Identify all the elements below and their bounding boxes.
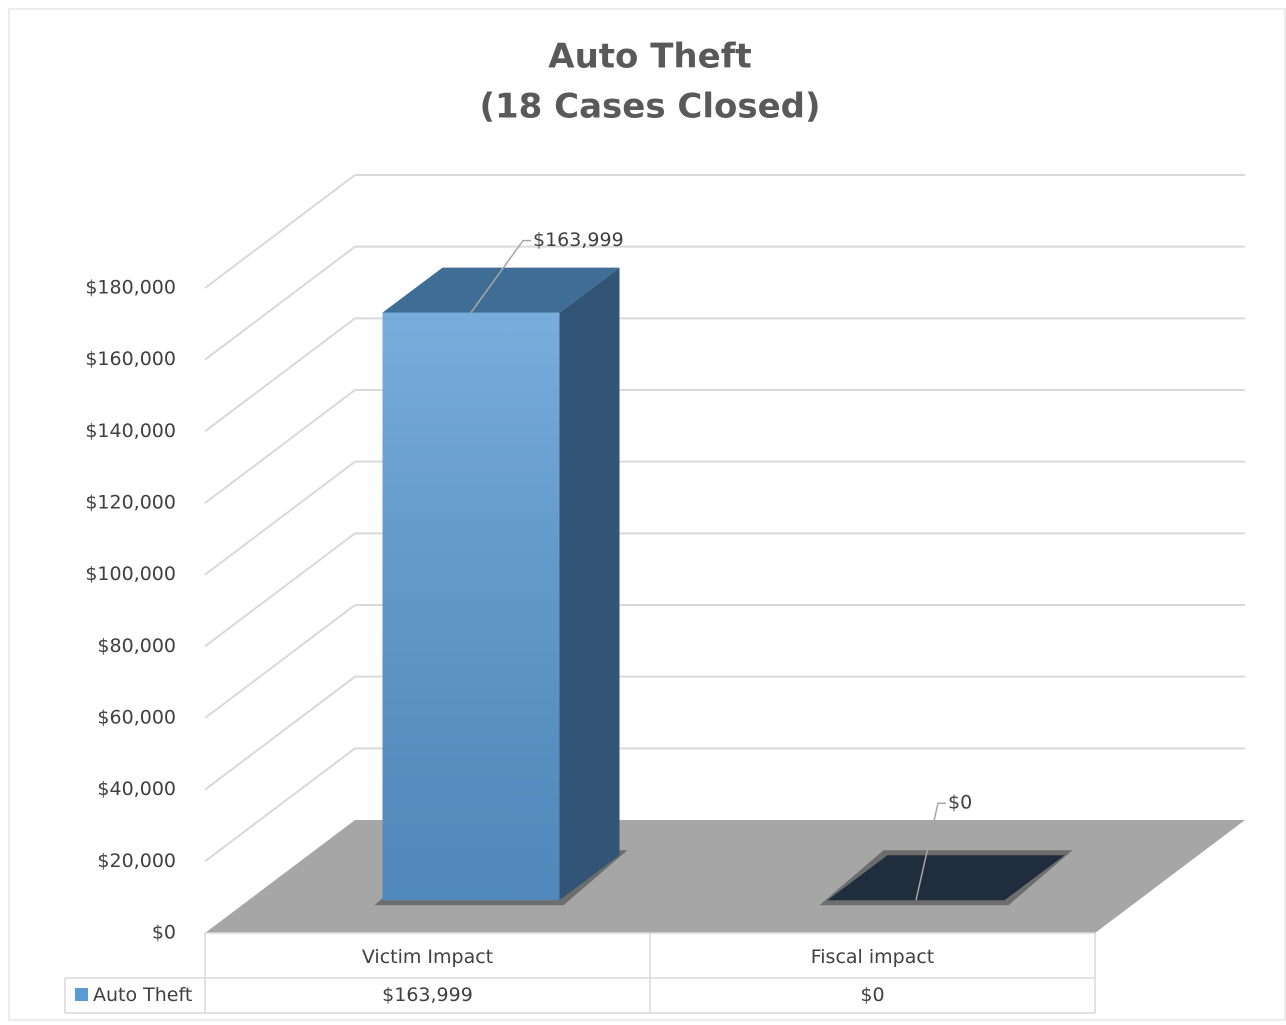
chart-title: Auto Theft: [548, 37, 751, 77]
grid-line: [204, 675, 1245, 791]
leader-line: [470, 239, 531, 314]
y-tick-label: $160,000: [85, 348, 176, 370]
leader-line: [915, 802, 946, 901]
bar-top: [827, 855, 1065, 901]
y-tick-label: $100,000: [85, 563, 176, 585]
y-tick-label: $0: [152, 922, 176, 944]
grid-line: [204, 174, 1245, 289]
floor: [205, 820, 1245, 933]
grid-line: [204, 747, 1245, 863]
y-tick-label: $180,000: [85, 277, 176, 299]
legend-label: Auto Theft: [93, 984, 192, 1006]
grid-line: [204, 604, 1245, 719]
x-tick-label: Fiscal impact: [811, 946, 935, 968]
table-value: $0: [860, 984, 884, 1006]
bar-side: [559, 267, 620, 901]
legend-key: [75, 988, 88, 1001]
y-tick-label: $140,000: [85, 420, 176, 442]
grid-line: [204, 245, 1245, 361]
y-tick-label: $80,000: [97, 635, 176, 657]
table-value: $163,999: [382, 984, 473, 1006]
y-tick-label: $40,000: [97, 778, 176, 800]
data-label: $0: [948, 792, 972, 814]
grid-line: [204, 532, 1245, 648]
data-label: $163,999: [533, 229, 624, 251]
grid-line: [204, 460, 1245, 576]
y-tick-label: $120,000: [85, 492, 176, 514]
y-tick-label: $20,000: [97, 850, 176, 872]
y-tick-label: $60,000: [97, 707, 176, 729]
x-tick-label: Victim Impact: [362, 946, 493, 968]
grid-line: [204, 389, 1245, 504]
grid-line: [204, 317, 1245, 433]
chart-subtitle: (18 Cases Closed): [479, 87, 820, 127]
bar-top: [382, 267, 620, 313]
bar-front-shade: [382, 312, 560, 901]
